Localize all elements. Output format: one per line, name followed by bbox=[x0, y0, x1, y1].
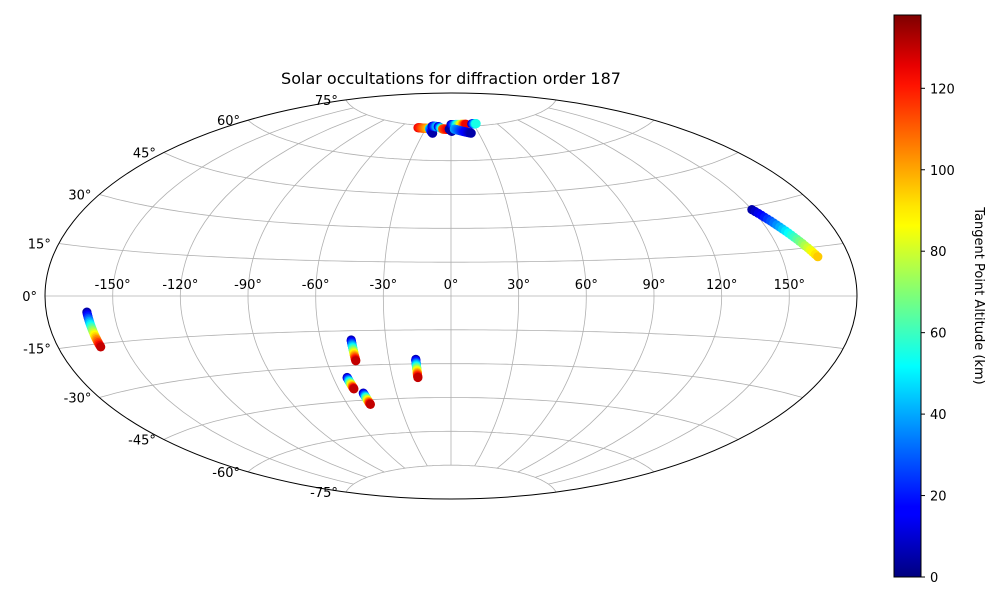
parallel-line bbox=[58, 243, 844, 263]
colorbar-tick-label: 60 bbox=[930, 327, 947, 342]
latitude-tick-label: 45° bbox=[133, 146, 156, 161]
latitude-tick-label: -15° bbox=[23, 343, 51, 358]
longitude-tick-label: -90° bbox=[234, 278, 262, 293]
colorbar-tick-label: 80 bbox=[930, 245, 947, 260]
latitude-tick-label: 0° bbox=[22, 290, 37, 305]
latitude-tick-label: -60° bbox=[212, 466, 240, 481]
longitude-tick-label: -150° bbox=[95, 278, 131, 293]
occultation-point bbox=[471, 119, 481, 129]
parallel-line bbox=[163, 397, 739, 440]
latitude-tick-labels: -75° -60° -45° -30° -15° 0° 15° 30° 45° 60° 75° bbox=[22, 94, 338, 501]
parallel-line bbox=[345, 464, 557, 493]
occultation-points bbox=[82, 119, 823, 409]
longitude-tick-label: 30° bbox=[507, 278, 530, 293]
colorbar-tick-label: 120 bbox=[930, 82, 955, 97]
latitude-tick-label: -30° bbox=[64, 392, 92, 407]
colorbar-tick-label: 0 bbox=[930, 571, 938, 586]
colorbar-ticks: 0 20 40 60 80 100 120 bbox=[921, 82, 955, 586]
occultation-point bbox=[351, 356, 361, 366]
longitude-tick-label: -120° bbox=[162, 278, 198, 293]
chart-title: Solar occultations for diffraction order… bbox=[281, 69, 621, 88]
longitude-tick-label: 150° bbox=[774, 278, 805, 293]
parallel-line bbox=[247, 119, 655, 162]
map-boundary bbox=[44, 92, 858, 500]
latitude-tick-label: 75° bbox=[315, 94, 338, 109]
parallel-line bbox=[247, 430, 655, 473]
colorbar-label: Tangent Point Altitude (km) bbox=[971, 206, 986, 384]
longitude-tick-label: 90° bbox=[642, 278, 665, 293]
longitude-tick-label: -60° bbox=[302, 278, 330, 293]
occultation-point bbox=[813, 252, 823, 262]
occultation-point bbox=[349, 384, 359, 394]
colorbar-tick-label: 100 bbox=[930, 164, 955, 179]
parallel-line bbox=[99, 194, 803, 229]
parallel-line bbox=[58, 329, 844, 349]
occultation-point bbox=[96, 342, 106, 352]
longitude-tick-label: 60° bbox=[575, 278, 598, 293]
latitude-tick-label: 60° bbox=[217, 114, 240, 129]
longitude-tick-label: 120° bbox=[706, 278, 737, 293]
latitude-tick-label: 30° bbox=[68, 189, 91, 204]
graticule bbox=[45, 99, 857, 493]
colorbar bbox=[893, 14, 922, 578]
latitude-tick-label: -75° bbox=[310, 486, 338, 501]
occultation-point bbox=[365, 399, 375, 409]
colorbar-tick-label: 40 bbox=[930, 408, 947, 423]
occultation-point bbox=[466, 128, 476, 138]
parallel-line bbox=[99, 363, 803, 398]
latitude-tick-label: -45° bbox=[128, 434, 156, 449]
longitude-tick-label: -30° bbox=[369, 278, 397, 293]
longitude-tick-labels: -150° -120° -90° -60° -30° 0° 30° 60° 90° 120° 150… bbox=[95, 278, 805, 293]
longitude-tick-label: 0° bbox=[444, 278, 459, 293]
colorbar-tick-label: 20 bbox=[930, 490, 947, 505]
occultation-point bbox=[413, 372, 423, 383]
parallel-line bbox=[163, 152, 739, 195]
latitude-tick-label: 15° bbox=[28, 237, 51, 252]
